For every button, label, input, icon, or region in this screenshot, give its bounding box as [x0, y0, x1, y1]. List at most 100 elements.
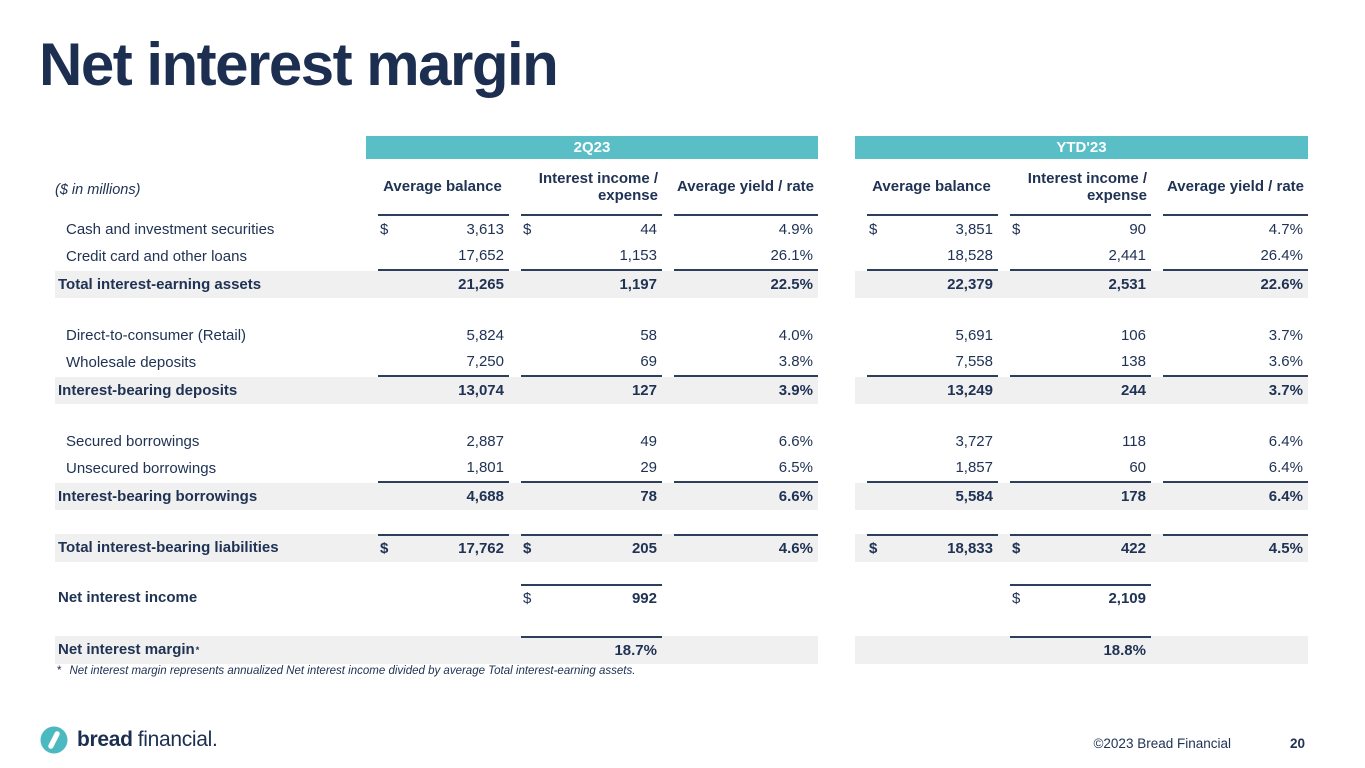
column-header-average-balance: Average balance: [378, 164, 509, 216]
row-label: Credit card and other loans: [66, 248, 247, 265]
cell-value: 26.1%: [770, 247, 813, 264]
row-label: Secured borrowings: [66, 432, 200, 450]
cell-value: 3.6%: [1268, 353, 1303, 370]
cell-value: 90: [1129, 220, 1146, 238]
dollar-sign: $: [1012, 540, 1021, 557]
row-label: Net interest margin *: [55, 636, 366, 664]
cell-value: 13,074: [458, 381, 504, 399]
cell-value: 6.4%: [1268, 487, 1303, 505]
cell-value: 2,441: [1108, 247, 1146, 264]
cell-value: 7,250: [466, 353, 504, 370]
cell-value: 22.5%: [770, 275, 813, 293]
table-row: Direct-to-consumer (Retail) 5,824 58 4.0…: [55, 322, 1308, 349]
cell-value: 49: [640, 432, 657, 450]
dollar-sign: $: [380, 220, 389, 238]
cell-value: 17,762: [458, 540, 504, 557]
cell-value: 205: [631, 540, 657, 557]
dollar-sign: $: [380, 540, 389, 557]
cell-value: 244: [1120, 381, 1146, 399]
page-title: Net interest margin: [39, 31, 559, 98]
row-label: Cash and investment securities: [66, 220, 275, 238]
cell-value: 2,109: [1108, 590, 1146, 607]
cell-value: 178: [1120, 487, 1146, 505]
table-row-total: Total interest-earning assets 21,265 1,1…: [55, 271, 1308, 298]
footnote: * Net interest margin represents annualiz…: [57, 665, 635, 677]
footnote-text: Net interest margin represents annualize…: [69, 665, 636, 677]
cell-value: 1,197: [619, 275, 657, 293]
period-header-2q23: 2Q23: [366, 136, 818, 159]
column-header-interest-income-expense: Interest income / expense: [521, 164, 662, 216]
column-header-average-yield-rate: Average yield / rate: [674, 164, 818, 216]
column-header-average-yield-rate: Average yield / rate: [1163, 164, 1308, 216]
table-row: Cash and investment securities $3,613 $4…: [55, 216, 1308, 243]
cell-value: 3.8%: [778, 353, 813, 370]
cell-value: 992: [631, 590, 657, 607]
units-note: ($ in millions): [55, 182, 141, 198]
cell-value: 78: [640, 487, 657, 505]
cell-value: 18.7%: [614, 642, 657, 659]
cell-value: 4.7%: [1268, 220, 1303, 238]
dollar-sign: $: [523, 220, 532, 238]
row-label: Wholesale deposits: [66, 354, 197, 371]
cell-value: 3,613: [466, 220, 504, 238]
bread-logo-icon: [40, 726, 68, 754]
cell-value: 17,652: [458, 247, 504, 264]
dollar-sign: $: [869, 540, 878, 557]
cell-value: 4.0%: [778, 326, 813, 344]
cell-value: 127: [631, 381, 657, 399]
page-number: 20: [1289, 736, 1305, 751]
cell-value: 1,153: [619, 247, 657, 264]
cell-value: 44: [640, 220, 657, 238]
cell-value: 7,558: [955, 353, 993, 370]
cell-value: 3.7%: [1268, 326, 1303, 344]
table-row-total: Interest-bearing deposits 13,074 127 3.9…: [55, 377, 1308, 404]
cell-value: 3.7%: [1268, 381, 1303, 399]
cell-value: 58: [640, 326, 657, 344]
cell-value: 4,688: [466, 487, 504, 505]
column-header-row: ($ in millions) Average balance Interest…: [55, 164, 1308, 216]
cell-value: 6.4%: [1268, 459, 1303, 476]
bread-financial-logo: bread financial.: [40, 726, 218, 754]
net-interest-margin-table: 2Q23 YTD'23 ($ in millions) Average bala…: [55, 136, 1308, 664]
cell-value: 60: [1129, 459, 1146, 476]
cell-value: 6.6%: [778, 487, 813, 505]
cell-value: 18,528: [947, 247, 993, 264]
cell-value: 422: [1120, 540, 1146, 557]
cell-value: 4.9%: [778, 220, 813, 238]
row-label: Total interest-bearing liabilities: [55, 534, 366, 562]
cell-value: 26.4%: [1260, 247, 1303, 264]
cell-value: 6.5%: [778, 459, 813, 476]
dollar-sign: $: [869, 220, 878, 238]
cell-value: 1,857: [955, 459, 993, 476]
cell-value: 1,801: [466, 459, 504, 476]
table-row: Secured borrowings 2,887 49 6.6% 3,727 1…: [55, 428, 1308, 455]
cell-value: 3,727: [955, 432, 993, 450]
cell-value: 22.6%: [1260, 275, 1303, 293]
cell-value: 13,249: [947, 381, 993, 399]
table-row: Wholesale deposits 7,250 69 3.8% 7,558 1…: [55, 349, 1308, 377]
cell-value: 138: [1120, 353, 1146, 370]
dollar-sign: $: [523, 590, 532, 607]
cell-value: 4.5%: [1268, 540, 1303, 557]
cell-value: 2,531: [1108, 275, 1146, 293]
cell-value: 3,851: [955, 220, 993, 238]
table-row-net-interest-margin: Net interest margin * 18.7% 18.8%: [55, 636, 1308, 664]
table-row-net-interest-income: Net interest income $992 $2,109: [55, 584, 1308, 612]
dollar-sign: $: [1012, 220, 1021, 238]
cell-value: 22,379: [947, 275, 993, 293]
cell-value: 69: [640, 353, 657, 370]
cell-value: 5,691: [955, 326, 993, 344]
column-header-average-balance: Average balance: [867, 164, 998, 216]
cell-value: 5,824: [466, 326, 504, 344]
row-label: Net interest income: [58, 589, 198, 606]
row-label: Interest-bearing borrowings: [55, 483, 366, 510]
row-label: Direct-to-consumer (Retail): [66, 326, 247, 344]
cell-value: 6.6%: [778, 432, 813, 450]
cell-value: 18,833: [947, 540, 993, 557]
cell-value: 106: [1120, 326, 1146, 344]
cell-value: 118: [1122, 432, 1146, 450]
footnote-marker: *: [57, 665, 62, 677]
cell-value: 18.8%: [1103, 642, 1146, 659]
row-label: Unsecured borrowings: [66, 460, 217, 477]
